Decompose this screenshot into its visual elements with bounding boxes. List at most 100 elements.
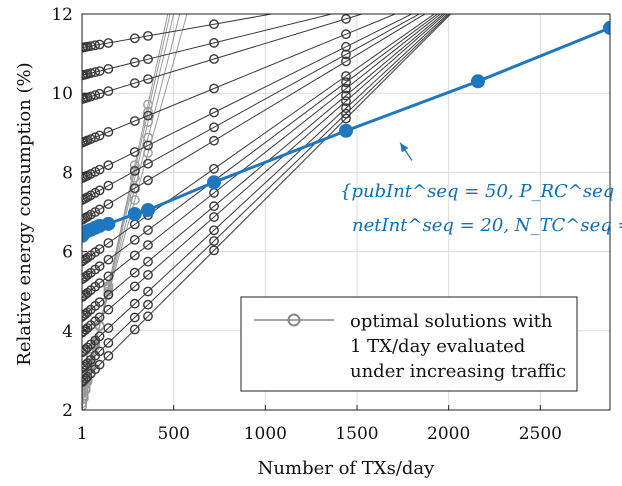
family-point-15-6 [94,297,105,308]
family-point-6-11 [342,14,350,16]
family-point-16-8 [129,281,140,292]
family-point-10-9 [143,158,153,169]
family-point-6-9 [143,54,153,65]
family-point-2-8 [129,172,140,183]
family-point-4-8 [129,160,140,171]
family-point-6-4 [85,68,96,79]
highlight-point-12 [471,74,485,89]
family-point-8-10 [209,83,219,94]
family-point-12-10 [209,163,219,174]
family-point-17-3 [82,342,93,353]
family-point-6-10 [209,38,219,48]
family-point-8-5 [90,132,101,143]
legend-text-line-1: optimal solutions with [350,311,553,332]
family-point-19-6 [94,359,105,370]
family-point-16-9 [143,269,153,280]
family-point-13-11 [341,77,351,88]
family-point-5-7 [103,38,114,48]
y-tick-label-1: 4 [62,322,73,342]
family-point-14-9 [143,240,153,250]
family-point-13-8 [129,234,140,245]
highlight-point-10 [207,175,221,190]
family-point-6-6 [94,66,105,77]
y-tick-label-4: 10 [51,84,73,104]
family-point-5-10 [209,19,219,30]
family-point-10-8 [129,166,140,176]
family-point-13-9 [143,225,153,236]
family-point-19-11 [341,113,351,124]
family-point-7-9 [143,74,153,85]
family-point-16-10 [209,212,219,222]
x-tick-label-2: 1000 [244,424,287,444]
family-point-8-7 [103,126,114,137]
family-point-19-8 [129,324,140,335]
family-point-9-8 [129,147,140,157]
x-axis-label: Number of TXs/day [258,458,436,479]
annotation-arrow-head [400,142,409,153]
family-point-9-6 [94,164,105,175]
legend-text-line-2: 1 TX/day evaluated [350,336,525,357]
y-tick-label-3: 8 [62,163,73,183]
family-point-11-6 [94,204,105,215]
family-line-18 [82,14,451,369]
family-point-4-9 [143,99,153,110]
family-point-13-7 [103,254,114,265]
family-point-11-2 [82,212,91,223]
x-tick-label-4: 2000 [427,424,470,444]
family-point-8-4 [85,134,96,145]
x-axis-ticks: 1 500 1000 1500 2000 2500 [77,405,562,444]
family-point-9-11 [341,41,351,52]
annotation-line-2: netInt^seq = 20, N_TC^seq = 4} [352,215,622,236]
family-point-15-11 [341,90,351,101]
family-point-14-8 [129,250,140,261]
family-point-18-3 [82,358,93,368]
family-point-16-6 [94,312,105,323]
family-point-19-10 [209,245,219,256]
family-point-7-4 [85,91,96,102]
highlight-point-11 [339,123,353,138]
family-point-19-3 [82,371,93,382]
legend: optimal solutions with 1 TX/day evaluate… [240,296,578,392]
family-point-7-11 [341,14,351,24]
family-point-11-8 [129,183,140,194]
y-tick-label-5: 12 [51,5,73,25]
legend-text-line-3: under increasing traffic [350,361,566,382]
family-point-17-11 [341,103,351,114]
highlight-point-7 [101,216,116,231]
family-point-17-6 [94,331,105,342]
family-point-18-6 [94,346,105,357]
family-point-11-11 [341,56,351,67]
x-tick-label-5: 2500 [519,424,562,444]
family-point-7-7 [103,86,114,97]
family-line-5 [82,14,275,49]
y-tick-label-2: 6 [62,243,73,263]
family-point-15-9 [143,256,153,267]
annotation-arrow [399,142,413,161]
family-point-11-9 [143,175,153,186]
family-point-10-6 [94,185,105,196]
family-point-8-11 [341,29,351,40]
solution-families [82,14,452,410]
family-point-17-9 [143,286,153,297]
highlight-point-8 [127,207,142,221]
family-point-5-9 [143,31,153,41]
family-point-7-6 [94,88,105,99]
family-point-6-8 [129,57,140,68]
y-axis-ticks: 2 4 6 8 10 12 [51,5,87,421]
family-point-6-5 [90,67,101,78]
family-point-19-2 [82,373,91,384]
family-point-10-11 [341,49,351,60]
family-point-8-9 [143,110,153,121]
family-point-10-10 [209,122,219,133]
family-line-17 [82,14,449,353]
family-point-19-7 [103,350,114,361]
family-point-16-7 [103,304,114,315]
family-point-18-10 [209,236,219,246]
family-point-15-8 [129,267,140,278]
x-tick-label-0: 1 [77,424,88,444]
family-point-18-9 [143,299,153,310]
family-point-7-10 [209,54,219,64]
family-point-7-8 [129,78,140,89]
family-point-18-7 [103,337,114,348]
family-point-9-7 [103,160,114,171]
